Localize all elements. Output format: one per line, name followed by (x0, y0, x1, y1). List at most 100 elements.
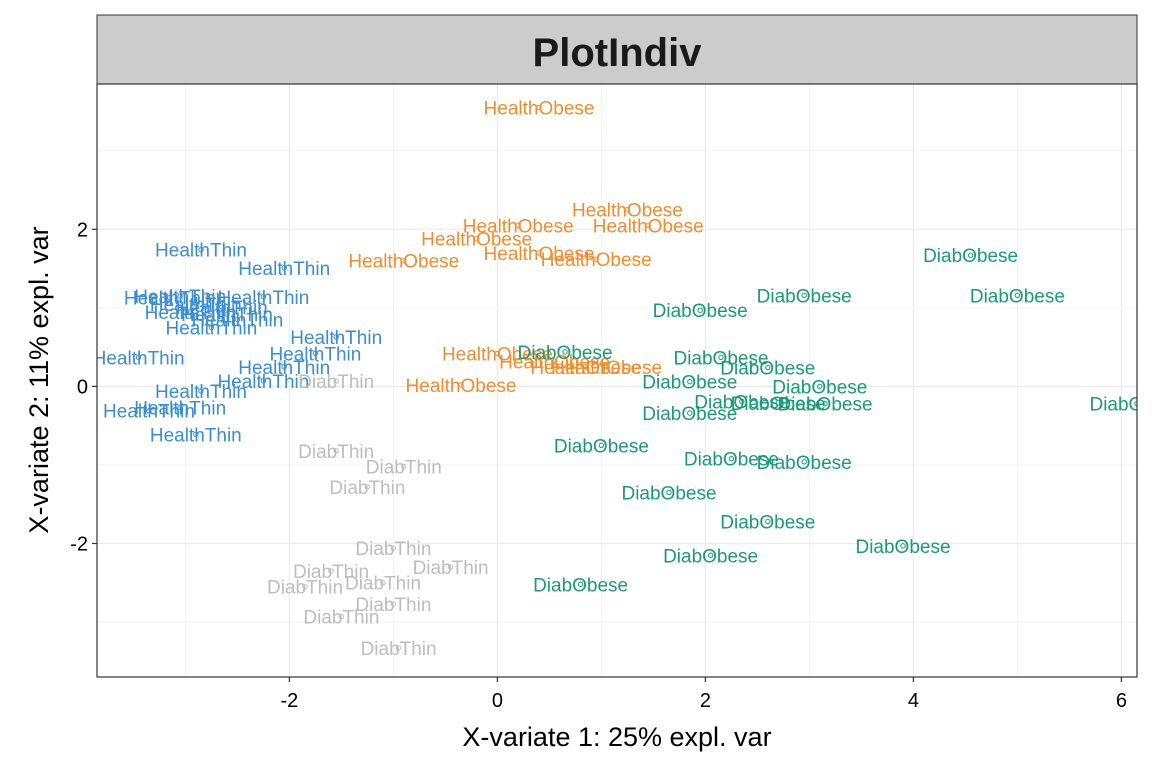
point-marker (801, 459, 807, 465)
point-health-obese: HealthObese (421, 230, 532, 251)
point-diab-thin: DiabThin (361, 639, 437, 660)
point-label: HealthThin (176, 298, 268, 319)
point-label: HealthThin (134, 287, 226, 308)
point-label: DiabThin (366, 458, 442, 479)
point-label: DiabObese (621, 483, 716, 504)
point-marker (458, 382, 464, 388)
point-marker (193, 431, 199, 438)
point-label: DiabObese (731, 394, 826, 415)
point-marker (333, 448, 339, 454)
point-marker (447, 564, 454, 570)
point-health-thin: HealthThin (269, 344, 361, 365)
point-label: DiabObese (554, 436, 649, 457)
point-label: DiabThin (355, 539, 431, 560)
point-diab-obese: DiabObese (554, 436, 649, 457)
point-label: DiabObese (653, 301, 748, 322)
point-health-obese: HealthObese (463, 216, 574, 237)
point-health-thin: HealthThin (238, 358, 330, 379)
x-axis-title: X-variate 1: 25% expl. var (462, 722, 771, 752)
point-label: DiabObese (673, 348, 768, 369)
point-health-obese: HealthObese (484, 244, 595, 265)
point-health-obese: HealthObese (593, 216, 704, 237)
y-tick-label: 2 (77, 219, 88, 241)
point-diab-obese: DiabObese (653, 301, 748, 322)
point-label: HealthThin (165, 318, 257, 339)
point-health-obese: HealthObese (572, 201, 683, 222)
point-label: DiabObese (923, 246, 1018, 267)
point-label: DiabObese (533, 575, 628, 596)
point-marker (1014, 292, 1021, 298)
point-marker (395, 645, 402, 651)
point-marker (401, 258, 407, 264)
point-label: HealthObese (348, 252, 459, 273)
point-label: HealthThin (93, 348, 185, 369)
point-marker (577, 581, 584, 588)
x-tick-label: 0 (492, 690, 503, 712)
point-label: DiabThin (267, 578, 343, 599)
point-marker (338, 613, 345, 620)
point-marker (687, 410, 693, 416)
point-marker (765, 364, 771, 371)
point-label: DiabObese (517, 343, 612, 364)
point-label: DiabThin (298, 372, 374, 393)
point-marker (728, 455, 735, 462)
point-label: DiabObese (663, 546, 758, 567)
point-marker (364, 484, 371, 490)
point-health-obese: HealthObese (406, 376, 517, 397)
point-marker (390, 545, 397, 551)
point-diab-thin: DiabThin (298, 372, 374, 393)
point-marker (536, 104, 542, 111)
point-health-thin: HealthThin (290, 328, 382, 349)
point-marker (593, 256, 599, 262)
point-label: DiabObese (642, 373, 737, 394)
point-marker (645, 222, 651, 229)
point-health-thin: HealthThin (93, 348, 185, 369)
point-health-thin: HealthThin (176, 298, 268, 319)
point-label: HealthObese (530, 358, 641, 379)
point-diab-obese: DiabObese (694, 392, 789, 413)
point-diab-obese: DiabObese (720, 512, 815, 533)
point-marker (187, 309, 194, 315)
point-label: DiabObese (855, 537, 950, 558)
point-label: HealthThin (155, 382, 247, 403)
point-marker (967, 252, 974, 258)
point-label: DiabObese (694, 392, 789, 413)
point-label: HealthObese (572, 201, 683, 222)
point-health-thin: HealthThin (191, 311, 283, 332)
point-label: HealthObese (442, 344, 553, 365)
point-label: HealthThin (134, 399, 226, 420)
point-health-obese: HealthObese (348, 252, 459, 273)
point-diab-obese: DiabObese (970, 286, 1065, 307)
point-health-thin: HealthThin (150, 425, 242, 446)
gridlines (97, 84, 1137, 677)
point-label: DiabObese (970, 286, 1065, 307)
plot-panel (97, 84, 1137, 677)
point-label: DiabThin (293, 562, 369, 583)
point-health-thin: HealthThin (150, 295, 242, 316)
point-marker (401, 463, 407, 470)
y-axis: -2 0 2 (70, 219, 97, 555)
point-label: HealthThin (181, 305, 273, 326)
point-label: DiabThin (361, 639, 437, 660)
point-marker (167, 294, 173, 301)
point-marker (697, 307, 703, 313)
point-label: DiabThin (413, 558, 489, 579)
point-label: DiabObese (720, 512, 815, 533)
point-marker (775, 400, 781, 406)
point-marker (380, 580, 386, 586)
point-diab-thin: DiabThin (413, 558, 489, 579)
point-label: DiabObese (642, 404, 737, 425)
point-label: HealthObese (421, 230, 532, 251)
point-diab-obese: DiabObese (855, 537, 950, 558)
point-health-obese: HealthObese (442, 344, 553, 365)
point-health-obese: HealthObese (551, 358, 662, 379)
y-tick-label: 0 (77, 376, 88, 398)
point-label: HealthThin (290, 328, 382, 349)
point-marker (234, 316, 241, 323)
point-diab-obese: DiabObese (642, 373, 737, 394)
point-marker (146, 408, 152, 414)
point-label: HealthThin (217, 288, 309, 309)
point-marker (177, 293, 183, 299)
point-marker (1134, 400, 1137, 407)
point-marker (801, 292, 807, 298)
